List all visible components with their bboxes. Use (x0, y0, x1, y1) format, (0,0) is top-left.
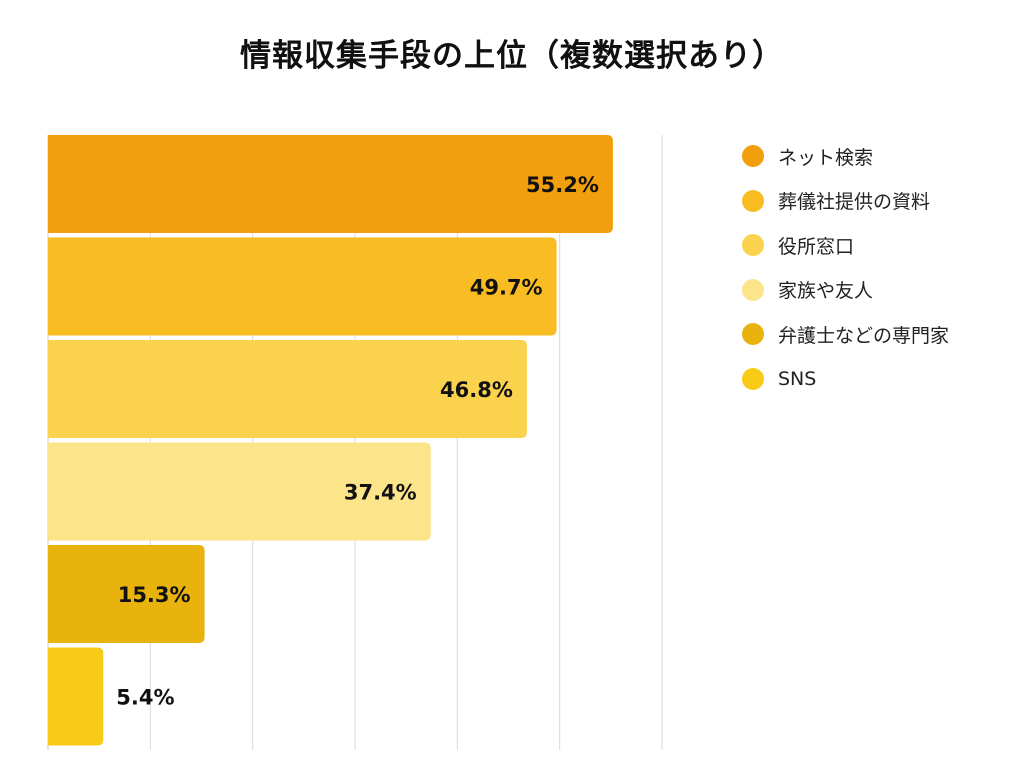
value-labels: 55.2% 49.7% 46.8% 37.4% 15.3% 5.4% (116, 173, 599, 710)
legend-item: ネット検索 (742, 134, 949, 179)
legend-label: ネット検索 (778, 146, 874, 169)
bar (48, 545, 205, 643)
bar-value-label: 55.2% (526, 173, 599, 197)
bar (48, 647, 104, 746)
legend-item: 家族や友人 (742, 268, 949, 313)
legend-item: 役所窓口 (742, 223, 949, 268)
legend-label: 役所窓口 (778, 235, 855, 258)
legend-label: 葬儀社提供の資料 (778, 191, 931, 214)
legend-item: 弁護士などの専門家 (742, 312, 949, 357)
legend-swatch (742, 145, 764, 168)
legend-swatch (742, 367, 764, 390)
legend-item: 葬儀社提供の資料 (742, 179, 949, 224)
legend: ネット検索葬儀社提供の資料 役所窓口家族や友人弁護士などの専門家 SNS (742, 134, 949, 401)
bar-value-label: 37.4% (344, 481, 417, 505)
bars (48, 135, 613, 746)
legend-label: SNS (778, 367, 817, 390)
bar (48, 135, 613, 233)
legend-label: 弁護士などの専門家 (778, 324, 950, 347)
legend-item: SNS (742, 357, 949, 402)
legend-label: 家族や友人 (778, 280, 874, 303)
chart-title: 情報収集手段の上位（複数選択あり） (240, 38, 784, 74)
legend-swatch (742, 323, 764, 346)
bar-value-label: 5.4% (116, 686, 174, 710)
bar (48, 340, 527, 438)
legend-swatch (742, 278, 764, 301)
legend-swatch (742, 234, 764, 257)
legend-swatch (742, 189, 764, 212)
bar-value-label: 46.8% (440, 378, 513, 402)
bar-value-label: 49.7% (470, 276, 543, 300)
bar (48, 237, 557, 336)
bar (48, 442, 431, 541)
bar-value-label: 15.3% (118, 583, 191, 607)
